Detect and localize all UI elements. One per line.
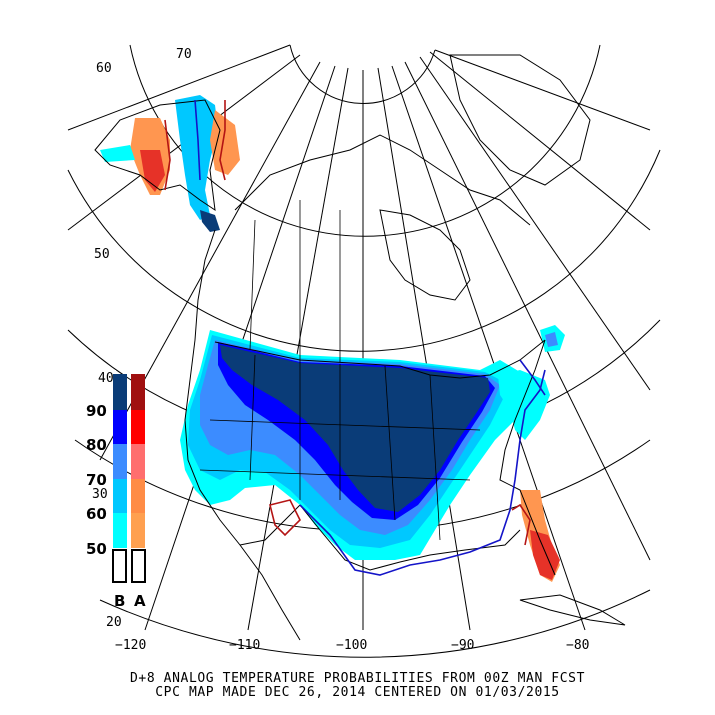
panhandle-navy (200, 210, 220, 232)
boundary-contours (164, 99, 546, 576)
lat-40-label: 40 (98, 371, 114, 386)
newengland-cyan (498, 370, 550, 440)
legend-below-50 (113, 513, 127, 548)
state-line-f (209, 419, 481, 431)
alaska-shading (100, 95, 240, 232)
meridian-minus150 (67, 44, 291, 131)
west-coast (184, 229, 301, 641)
legend-label-70: 70 (86, 471, 107, 489)
state-line-a (249, 354, 256, 481)
lat-40-label-bg (96, 370, 116, 384)
greenland (449, 54, 591, 186)
legend-label-60: 60 (86, 505, 107, 523)
mexico-border (239, 504, 301, 546)
below-90-region (220, 345, 490, 512)
lon-minus80-label: −80 (566, 638, 589, 653)
florida-red (530, 530, 560, 580)
alaska-east-orange (210, 110, 240, 175)
legend-label-90: 90 (86, 402, 107, 420)
meridian-minus50 (429, 51, 651, 231)
meridian-minus110 (247, 67, 349, 631)
map-caption-line-1: D+8 ANALOG TEMPERATURE PROBABILITIES FRO… (129, 671, 586, 686)
legend-above-letter: A (134, 592, 146, 610)
lat-70-label: 70 (176, 47, 192, 62)
map-caption-line-2: CPC MAP MADE DEC 26, 2014 CENTERED ON 01… (155, 685, 560, 700)
legend-below-90 (113, 374, 127, 410)
legend-above-80 (131, 410, 145, 444)
legend-below-80 (113, 410, 127, 444)
red-contour-texas (269, 499, 301, 537)
lat-30-label: 30 (92, 487, 108, 502)
lat-70-circle (289, 44, 436, 104)
legend-label-50: 50 (86, 540, 107, 558)
lon-minus110-label: −110 (229, 638, 260, 653)
coastlines (94, 54, 626, 641)
meridian-minus70 (404, 61, 651, 561)
meridian-minus40 (434, 49, 651, 131)
state-line-d (384, 365, 396, 521)
alaska-outline (94, 99, 221, 212)
alaska-lightblue (175, 95, 218, 220)
canada-arctic-coast (234, 134, 531, 226)
internal-borders (199, 200, 481, 541)
below-normal-shading (180, 330, 540, 560)
lat-20-circle (99, 589, 651, 658)
lat-60-circle (129, 44, 601, 237)
probability-legend: 90 80 70 60 50 B A (86, 374, 146, 610)
lon-labels: −120 −110 −100 −90 −80 (115, 638, 589, 653)
hudson-bay (379, 209, 471, 301)
lat-70-label-bg (174, 46, 198, 60)
lat-50-circle (67, 149, 661, 352)
state-line-g (199, 469, 471, 481)
alaska-red (140, 150, 165, 192)
east-coast (499, 339, 556, 576)
lon-minus90-label: −90 (451, 638, 474, 653)
northeast-shading (498, 325, 565, 440)
lat-50-label: 50 (94, 247, 110, 262)
blue-contour-main (299, 369, 546, 576)
blue-contour-east (519, 359, 546, 396)
maritime-blue (545, 332, 558, 347)
legend-above-60 (131, 479, 145, 513)
cuba (519, 594, 626, 626)
legend-below-70 (113, 444, 127, 479)
meridians (67, 44, 651, 631)
legend-above-50 (131, 513, 145, 548)
red-contour-alaska (164, 119, 171, 191)
lon-minus100-label: −100 (336, 638, 367, 653)
lat-30-label-bg (90, 486, 112, 500)
legend-above-70 (131, 444, 145, 479)
lat-60-label: 60 (96, 61, 112, 76)
state-line-e (429, 374, 441, 541)
lat-20-label: 20 (106, 615, 122, 630)
legend-above-90 (131, 374, 145, 410)
legend-above-blank (131, 549, 146, 583)
blue-contour-alaska (194, 99, 201, 181)
legend-below-blank (112, 549, 127, 583)
florida-above-shading (520, 490, 560, 582)
alaska-cyan-sliver (100, 145, 135, 162)
meridian-minus90 (377, 67, 471, 631)
legend-label-80: 80 (86, 436, 107, 454)
province-line-a (249, 219, 256, 351)
us-canada-border (214, 339, 546, 379)
gulf-coast (299, 504, 521, 571)
red-contour-florida (511, 503, 531, 546)
legend-below-60 (113, 479, 127, 513)
lat-labels: 70 60 50 40 30 20 (90, 46, 198, 630)
lon-minus120-label: −120 (115, 638, 146, 653)
red-contour-alaska2 (219, 100, 226, 181)
legend-below-letter: B (114, 592, 125, 610)
meridian-minus60 (419, 56, 651, 391)
lat-50-label-bg (92, 246, 116, 260)
lat-60-label-bg (94, 60, 118, 74)
